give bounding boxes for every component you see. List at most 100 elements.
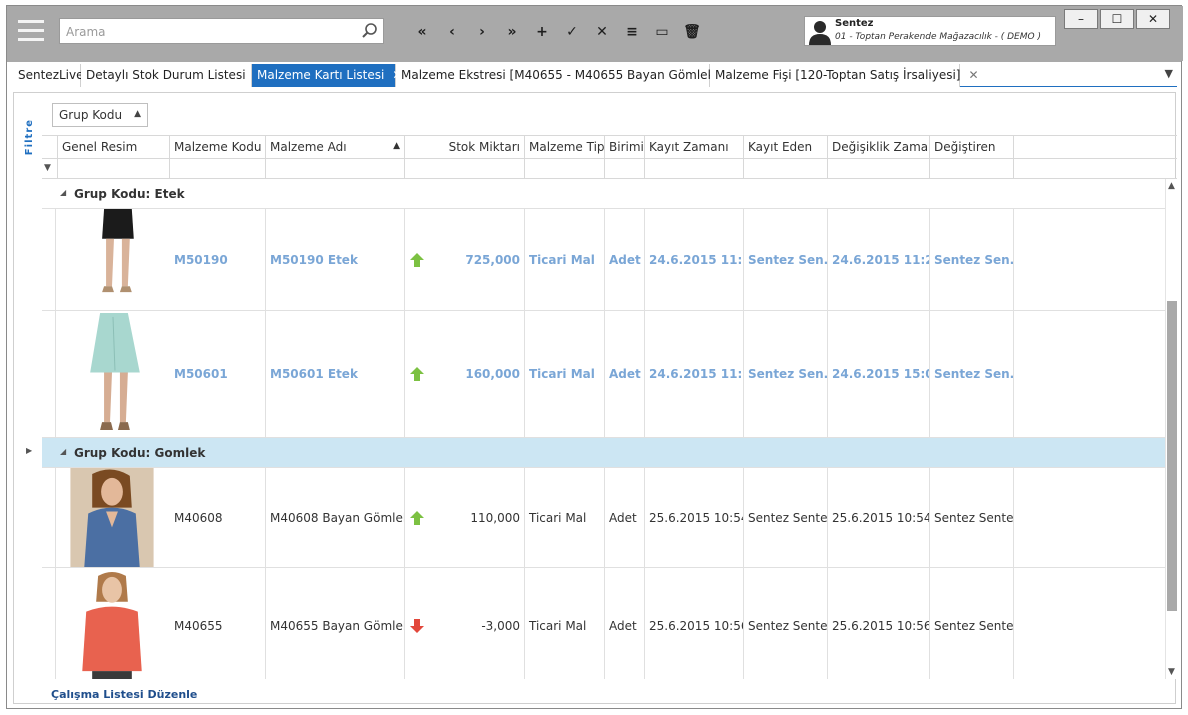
scroll-up-icon[interactable]: ▲ <box>1168 181 1175 191</box>
tab-material-card-list[interactable]: Malzeme Kartı Listesi✕ <box>252 64 402 87</box>
cell-created: 25.6.2015 10:54 <box>645 468 744 567</box>
search-input[interactable] <box>66 23 346 40</box>
scroll-down-icon[interactable]: ▼ <box>1168 667 1175 677</box>
group-row-gomlek[interactable]: ◢ Grup Kodu: Gomlek <box>42 438 1165 468</box>
column-header-type[interactable]: Malzeme Tipi <box>525 136 605 160</box>
filter-funnel-icon[interactable]: ▼ <box>44 163 51 173</box>
column-header-created[interactable]: Kayıt Zamanı <box>645 136 744 160</box>
close-tab-icon[interactable]: ✕ <box>968 68 979 82</box>
tab-material-slip[interactable]: Malzeme Fişi [120-Toptan Satış İrsaliyes… <box>710 64 979 87</box>
tab-list-dropdown-icon[interactable]: ▼ <box>1164 67 1173 80</box>
filter-cell[interactable] <box>266 159 405 179</box>
user-info[interactable]: Sentez 01 - Toptan Perakende Mağazacılık… <box>804 16 1056 46</box>
cell-created: 24.6.2015 11:23 <box>645 209 744 310</box>
cell-code: M50190 <box>170 209 266 310</box>
tab-label: Malzeme Ekstresi [M40655 - M40655 Bayan … <box>401 68 724 82</box>
tab-material-statement[interactable]: Malzeme Ekstresi [M40655 - M40655 Bayan … <box>396 64 741 87</box>
previous-record-button[interactable]: ‹ <box>449 24 455 40</box>
tab-label: Detaylı Stok Durum Listesi <box>86 68 246 82</box>
product-image-black-skirt <box>70 209 154 310</box>
filter-panel-toggle[interactable]: Filtre <box>24 119 35 156</box>
cell-modifier: Sentez Sentez <box>930 568 1014 679</box>
column-header-code[interactable]: Malzeme Kodu <box>170 136 266 160</box>
next-record-button[interactable]: › <box>479 24 485 40</box>
delete-button[interactable]: 🗑 <box>683 24 701 40</box>
table-row[interactable]: M50601 M50601 Etek 160,000 Ticari Mal Ad… <box>42 311 1165 438</box>
column-header-qty[interactable]: Stok Miktarı <box>405 136 525 160</box>
group-row-etek[interactable]: ◢ Grup Kodu: Etek <box>42 179 1165 209</box>
user-name: Sentez <box>835 18 874 29</box>
filter-cell[interactable] <box>170 159 266 179</box>
filter-cell[interactable] <box>744 159 828 179</box>
group-label: Grup Kodu: Etek <box>74 187 185 201</box>
cell-type: Ticari Mal <box>525 209 605 310</box>
cell-qty: 160,000 <box>435 311 525 437</box>
user-company: 01 - Toptan Perakende Mağazacılık - ( DE… <box>835 32 1041 42</box>
search-icon[interactable] <box>361 22 379 40</box>
add-button[interactable]: + <box>536 24 548 40</box>
cell-code: M40608 <box>170 468 266 567</box>
column-header-name[interactable]: Malzeme Adı ▲ <box>266 136 405 160</box>
filter-cell[interactable] <box>930 159 1014 179</box>
close-window-button[interactable]: ✕ <box>1136 9 1170 29</box>
window-controls: – ☐ ✕ <box>1064 9 1170 29</box>
cancel-button[interactable]: ✕ <box>596 24 608 40</box>
hamburger-menu-icon[interactable] <box>18 18 46 44</box>
filter-cell[interactable] <box>525 159 605 179</box>
cell-code: M40655 <box>170 568 266 679</box>
cell-name: M40655 Bayan Gömlek <box>266 568 405 679</box>
minimize-button[interactable]: – <box>1064 9 1098 29</box>
group-chip-label: Grup Kodu <box>59 108 123 122</box>
menu-list-button[interactable]: ≡ <box>626 24 638 40</box>
user-avatar-icon <box>809 21 831 45</box>
tab-sentezlive[interactable]: SentezLive <box>13 64 84 87</box>
table-row[interactable]: M40608 M40608 Bayan Gömlek 110,000 Ticar… <box>42 468 1165 568</box>
cell-name: M40608 Bayan Gömlek <box>266 468 405 567</box>
cell-type: Ticari Mal <box>525 568 605 679</box>
cell-unit: Adet <box>605 311 645 437</box>
table-row[interactable]: M40655 M40655 Bayan Gömlek -3,000 Ticari… <box>42 568 1165 679</box>
tab-label: Malzeme Kartı Listesi <box>257 68 385 82</box>
last-record-button[interactable]: » <box>507 24 517 40</box>
sort-ascending-icon: ▲ <box>393 141 400 151</box>
filter-cell[interactable] <box>605 159 645 179</box>
cell-creator: Sentez Sentez <box>744 568 828 679</box>
product-image-denim-shirt <box>70 468 154 567</box>
trend-up-icon <box>405 468 435 567</box>
filter-cell[interactable] <box>58 159 170 179</box>
scrollbar-thumb[interactable] <box>1167 301 1177 611</box>
column-header-modified[interactable]: Değişiklik Zamanı <box>828 136 930 160</box>
column-header-modifier[interactable]: Değiştiren <box>930 136 1014 160</box>
search-box[interactable] <box>59 18 384 44</box>
maximize-button[interactable]: ☐ <box>1100 9 1134 29</box>
cell-creator: Sentez Sentez <box>744 468 828 567</box>
save-button[interactable]: ✓ <box>566 24 578 40</box>
group-by-chip[interactable]: Grup Kodu ▲ <box>52 103 148 127</box>
column-header-creator[interactable]: Kayıt Eden <box>744 136 828 160</box>
grid-filter-row <box>42 159 1177 179</box>
filter-cell[interactable] <box>828 159 930 179</box>
table-row[interactable]: M50190 M50190 Etek 725,000 Ticari Mal Ad… <box>42 209 1165 311</box>
column-header-unit[interactable]: Birimi <box>605 136 645 160</box>
app-window: « ‹ › » + ✓ ✕ ≡ ▭ 🗑 Sentez 01 - Toptan P… <box>6 5 1183 709</box>
column-header-image[interactable]: Genel Resim <box>58 136 170 160</box>
tab-label: SentezLive <box>18 68 84 82</box>
trend-up-icon <box>405 311 435 437</box>
filter-cell[interactable] <box>645 159 744 179</box>
vertical-scrollbar[interactable]: ▲ ▼ <box>1165 179 1177 679</box>
trend-up-icon <box>405 209 435 310</box>
cell-qty: -3,000 <box>435 568 525 679</box>
collapse-group-icon[interactable]: ◢ <box>60 447 67 456</box>
collapse-group-icon[interactable]: ◢ <box>60 188 67 197</box>
row-indicator <box>42 311 56 437</box>
cell-created: 25.6.2015 10:56 <box>645 568 744 679</box>
cell-creator: Sentez Sen... <box>744 311 828 437</box>
expand-group-icon[interactable]: ▶ <box>26 446 33 455</box>
filter-cell[interactable] <box>405 159 525 179</box>
cell-modifier: Sentez Sen... <box>930 209 1014 310</box>
keyboard-button[interactable]: ▭ <box>655 24 669 40</box>
first-record-button[interactable]: « <box>417 24 427 40</box>
tab-detailed-stock[interactable]: Detaylı Stok Durum Listesi✕ <box>81 64 264 87</box>
edit-worklist-link[interactable]: Çalışma Listesi Düzenle <box>51 688 198 701</box>
cell-modified: 25.6.2015 10:54 <box>828 468 930 567</box>
